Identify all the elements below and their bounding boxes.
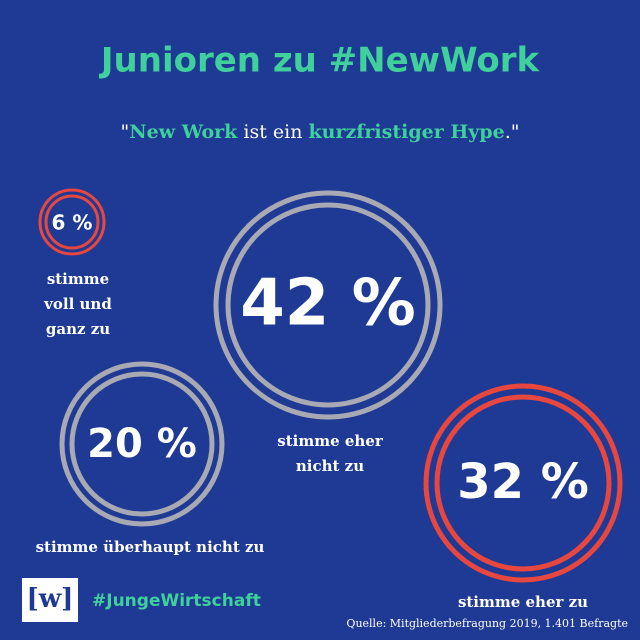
ring-inner — [434, 394, 612, 572]
item-label: stimme — [47, 270, 109, 288]
logo: [w] — [27, 584, 74, 614]
item-label: stimme eher zu — [458, 593, 588, 611]
logo-box — [22, 578, 78, 622]
quote-claim: kurzfristiger Hype — [308, 121, 504, 143]
ring-outer — [213, 190, 443, 420]
item-label: stimme eher — [277, 432, 384, 450]
item-label: ganz zu — [46, 320, 110, 338]
percent: 42 % — [240, 267, 415, 341]
title: Junioren zu #NewWork — [99, 41, 541, 81]
quote: "New Work ist ein kurzfristiger Hype." — [121, 121, 520, 143]
ring-inner — [69, 371, 215, 517]
quote-close: ." — [505, 121, 520, 143]
item-label: nicht zu — [296, 457, 364, 475]
source: Quelle: Mitgliederbefragung 2019, 1.401 … — [346, 617, 628, 630]
percent: 20 % — [87, 421, 197, 467]
item-label: stimme überhaupt nicht zu — [36, 538, 265, 556]
percent: 6 % — [52, 211, 93, 235]
percent: 32 % — [457, 454, 589, 510]
ring-inner — [44, 194, 100, 250]
quote-open: " — [121, 121, 130, 143]
ring-outer — [59, 361, 225, 527]
hashtag: #JungeWirtschaft — [92, 591, 261, 611]
quote-middle: ist ein — [237, 121, 308, 143]
ring-outer — [423, 383, 623, 583]
item-label: voll und — [43, 295, 112, 313]
quote-term: New Work — [129, 121, 238, 143]
ring-outer — [38, 188, 106, 256]
ring-inner — [225, 202, 431, 408]
